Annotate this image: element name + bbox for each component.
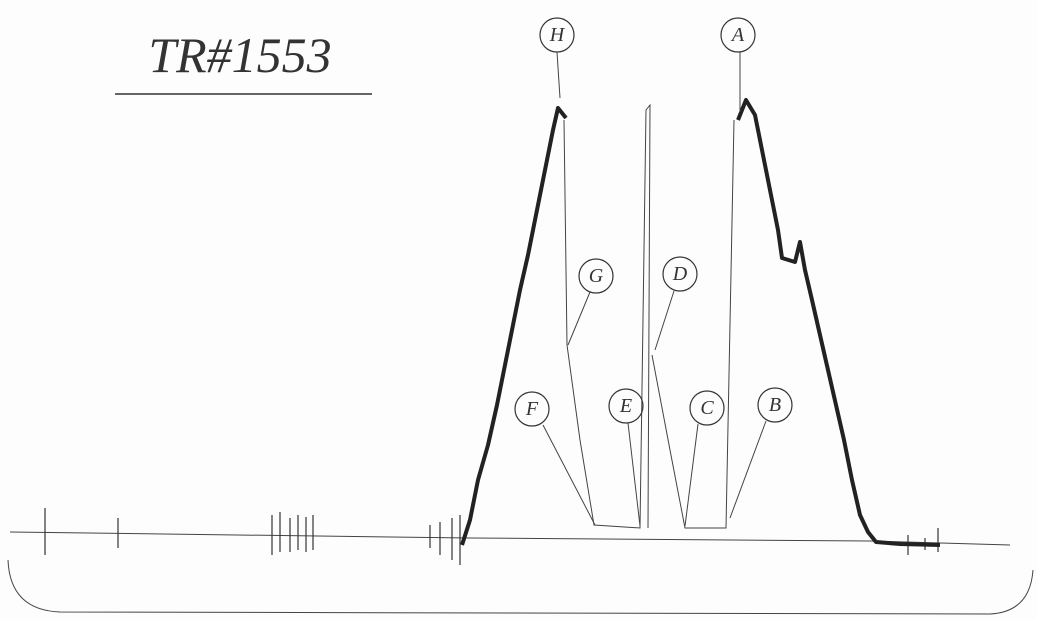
left-inner-trace (563, 103, 651, 529)
label-circle (608, 388, 644, 424)
paper-edge (7, 559, 1034, 615)
labels: H A G D F E C B (514, 17, 793, 427)
falling-trace (736, 98, 941, 547)
h-leader (556, 51, 561, 99)
label-circle (689, 390, 725, 426)
label-circle (720, 17, 756, 53)
label-circle (757, 387, 793, 423)
title: TR#1553 (148, 27, 331, 83)
label: A (730, 24, 745, 46)
label: C (700, 397, 714, 419)
noise-spikes (44, 508, 939, 565)
label: G (589, 265, 604, 287)
right-inner-trace (651, 119, 735, 529)
label-circle (578, 258, 614, 294)
rising-trace (460, 106, 568, 546)
label-circle (539, 17, 575, 53)
label: F (525, 398, 539, 420)
label: D (672, 263, 688, 285)
label: H (549, 24, 566, 46)
label-circle (514, 391, 550, 427)
label: B (769, 394, 781, 416)
label: E (619, 395, 632, 417)
label-circle (662, 256, 698, 292)
leaders (542, 290, 767, 527)
